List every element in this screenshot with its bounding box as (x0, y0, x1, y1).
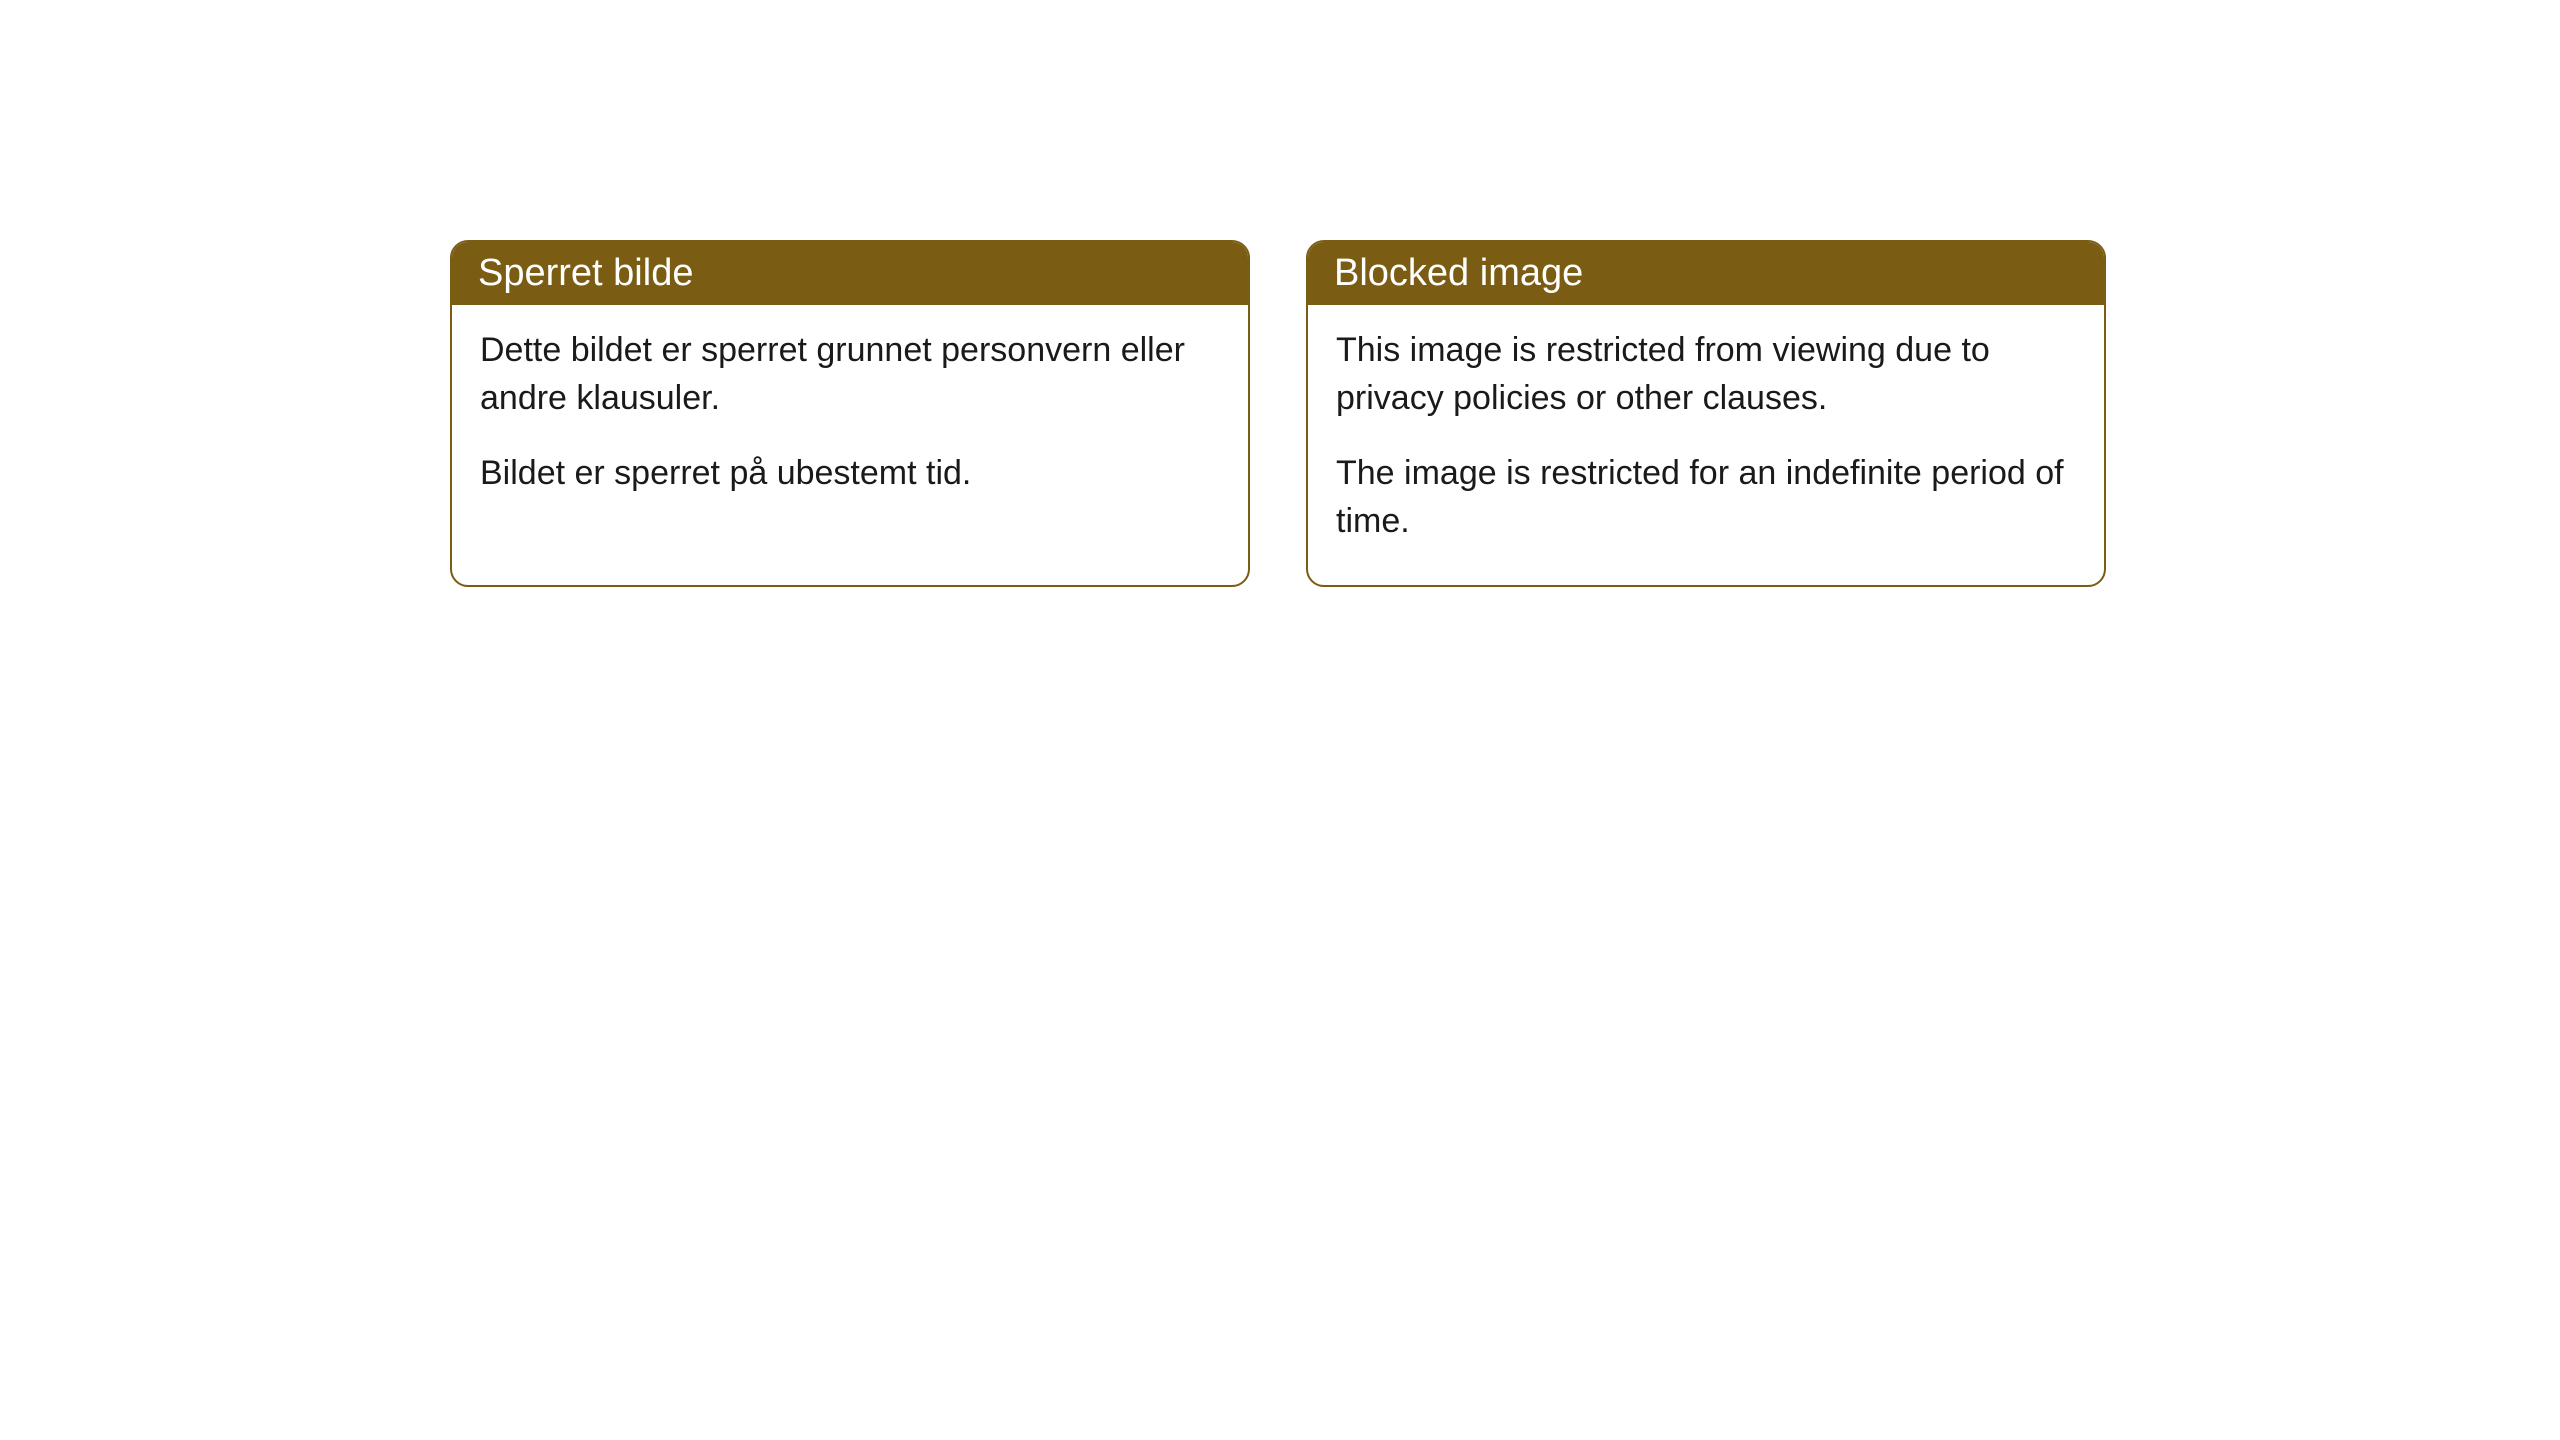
card-paragraph-1-norwegian: Dette bildet er sperret grunnet personve… (480, 327, 1220, 422)
blocked-image-card-english: Blocked image This image is restricted f… (1306, 240, 2106, 587)
card-header-english: Blocked image (1308, 242, 2104, 305)
card-title-english: Blocked image (1334, 252, 1583, 294)
blocked-image-card-norwegian: Sperret bilde Dette bildet er sperret gr… (450, 240, 1250, 587)
card-paragraph-2-english: The image is restricted for an indefinit… (1336, 450, 2076, 545)
card-paragraph-1-english: This image is restricted from viewing du… (1336, 327, 2076, 422)
card-body-norwegian: Dette bildet er sperret grunnet personve… (452, 305, 1248, 538)
card-paragraph-2-norwegian: Bildet er sperret på ubestemt tid. (480, 450, 1220, 498)
card-header-norwegian: Sperret bilde (452, 242, 1248, 305)
cards-container: Sperret bilde Dette bildet er sperret gr… (450, 240, 2110, 587)
card-title-norwegian: Sperret bilde (478, 252, 693, 294)
card-body-english: This image is restricted from viewing du… (1308, 305, 2104, 585)
